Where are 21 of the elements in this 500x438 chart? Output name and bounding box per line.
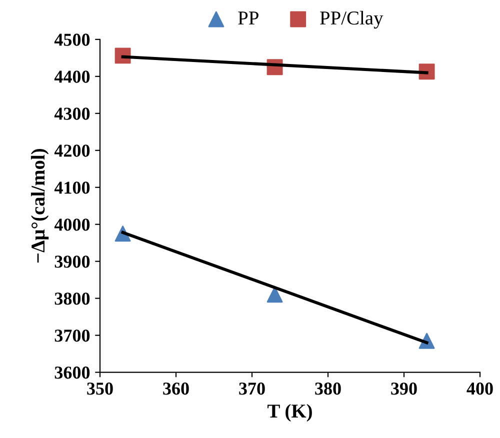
legend-label: PP [238, 12, 258, 24]
point [266, 286, 283, 303]
x-tick-label: 400 [466, 382, 493, 395]
y-tick-label: 3700 [54, 330, 90, 342]
y-tick-label: 4500 [54, 34, 90, 46]
x-tick-label: 380 [315, 382, 341, 395]
x-axis-title: T (K) [268, 404, 312, 422]
y-tick-label: 4000 [54, 218, 90, 231]
y-tick-label: 3800 [54, 292, 90, 305]
x-tick-label: 350 [87, 382, 113, 395]
y-tick-label: 3600 [54, 366, 90, 379]
y-tick-label: 4200 [54, 144, 90, 157]
y-tick-label: 3900 [54, 256, 90, 268]
x-tick-label: 360 [163, 382, 189, 395]
x-tick-label: 390 [391, 382, 417, 395]
x-tick-label: 370 [239, 382, 265, 395]
y-axis-title: −Δμ°(cal/mol) [30, 148, 49, 263]
y-tick-label: 4400 [54, 70, 90, 83]
legend-label: PP/Clay [320, 10, 384, 29]
y-tick-label: 4300 [54, 108, 90, 120]
y-tick-label: 4100 [54, 182, 90, 194]
